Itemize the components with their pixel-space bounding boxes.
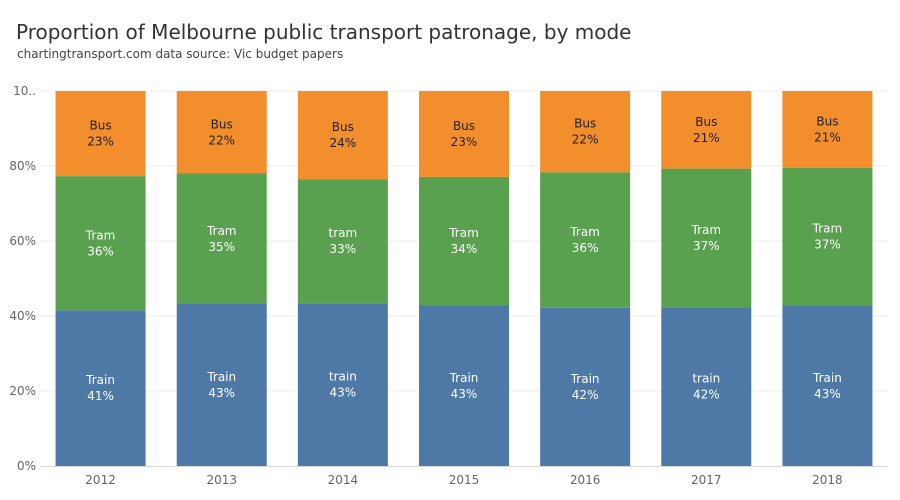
bar-segment-bus xyxy=(55,91,146,177)
bar-segment-train xyxy=(297,303,388,466)
segment-value-label: 42% xyxy=(693,388,720,402)
bar-segment-bus xyxy=(297,91,388,180)
segment-value-label: 37% xyxy=(693,239,720,253)
bar-segment-train xyxy=(782,305,873,466)
segment-value-label: 43% xyxy=(451,387,478,401)
bar-segment-bus xyxy=(176,91,267,174)
segment-mode-label: Tram xyxy=(448,226,479,240)
segment-mode-label: Tram xyxy=(812,222,843,236)
segment-mode-label: Bus xyxy=(574,117,596,131)
segment-value-label: 24% xyxy=(330,136,357,150)
segment-mode-label: Bus xyxy=(90,119,112,133)
segment-mode-label: Bus xyxy=(332,120,354,134)
x-tick-label: 2014 xyxy=(328,473,359,487)
bar-segment-bus xyxy=(540,91,631,173)
bar-segment-train xyxy=(55,310,146,466)
bar-segment-tram xyxy=(297,179,388,304)
segment-mode-label: Bus xyxy=(453,119,475,133)
segment-value-label: 43% xyxy=(814,387,841,401)
bar-segment-tram xyxy=(782,167,873,306)
segment-mode-label: Tram xyxy=(691,223,722,237)
bars: Train 41% Tram 36% Bus 23% Train 43% Tram 35% Bus 2… xyxy=(55,91,873,466)
segment-mode-label: Bus xyxy=(211,117,233,131)
y-tick-label: 60% xyxy=(9,234,36,248)
segment-value-label: 22% xyxy=(572,133,599,147)
bar-segment-tram xyxy=(176,173,267,304)
bar-segment-tram xyxy=(419,176,509,306)
bar-segment-train xyxy=(661,307,752,466)
segment-value-label: 35% xyxy=(208,240,235,254)
segment-mode-label: train xyxy=(329,370,357,384)
segment-mode-label: Bus xyxy=(816,114,838,128)
y-tick-label: 20% xyxy=(9,384,36,398)
segment-mode-label: Train xyxy=(812,371,842,385)
segment-value-label: 36% xyxy=(87,244,114,258)
segment-value-label: 23% xyxy=(451,135,478,149)
segment-mode-label: train xyxy=(692,372,720,386)
segment-mode-label: Train xyxy=(449,371,479,385)
bar-segment-tram xyxy=(55,176,146,311)
bar-segment-bus xyxy=(419,91,509,177)
segment-mode-label: Bus xyxy=(695,115,717,129)
segment-value-label: 33% xyxy=(330,242,357,256)
segment-value-label: 43% xyxy=(208,386,235,400)
segment-value-label: 41% xyxy=(87,389,114,403)
segment-value-label: 37% xyxy=(814,238,841,252)
bar-segment-tram xyxy=(540,172,631,308)
segment-mode-label: Tram xyxy=(206,224,237,238)
segment-mode-label: Train xyxy=(206,370,236,384)
x-tick-label: 2015 xyxy=(449,473,480,487)
x-tick-label: 2018 xyxy=(812,473,843,487)
x-tick-label: 2012 xyxy=(85,473,116,487)
segment-mode-label: Tram xyxy=(569,225,600,239)
segment-value-label: 42% xyxy=(572,388,599,402)
bar-segment-train xyxy=(176,304,267,466)
y-axis-tick-labels: 0% 20% 40% 60% 80% 10.. xyxy=(9,84,36,473)
y-tick-label: 40% xyxy=(9,309,36,323)
segment-value-label: 34% xyxy=(451,242,478,256)
segment-mode-label: tram xyxy=(329,226,358,240)
x-tick-label: 2016 xyxy=(570,473,601,487)
y-tick-label: 0% xyxy=(17,459,36,473)
segment-mode-label: Tram xyxy=(85,228,116,242)
bar-segment-train xyxy=(540,307,631,466)
segment-value-label: 36% xyxy=(572,241,599,255)
segment-value-label: 21% xyxy=(814,130,841,144)
segment-value-label: 21% xyxy=(693,131,720,145)
chart-title: Proportion of Melbourne public transport… xyxy=(16,20,632,44)
y-tick-label: 10.. xyxy=(13,84,36,98)
bar-segment-bus xyxy=(661,91,752,169)
segment-mode-label: Train xyxy=(570,372,600,386)
segment-value-label: 43% xyxy=(330,386,357,400)
y-tick-label: 80% xyxy=(9,159,36,173)
segment-value-label: 22% xyxy=(208,133,235,147)
segment-mode-label: Train xyxy=(85,373,115,387)
segment-value-label: 23% xyxy=(87,135,114,149)
bar-segment-bus xyxy=(782,91,873,168)
chart-subtitle: chartingtransport.com data source: Vic b… xyxy=(17,47,344,61)
x-tick-label: 2013 xyxy=(206,473,237,487)
bar-segment-tram xyxy=(661,168,752,308)
x-tick-label: 2017 xyxy=(691,473,722,487)
bar-segment-train xyxy=(419,305,509,466)
x-axis-tick-labels: 2012 2013 2014 2015 2016 2017 2018 xyxy=(85,473,842,487)
